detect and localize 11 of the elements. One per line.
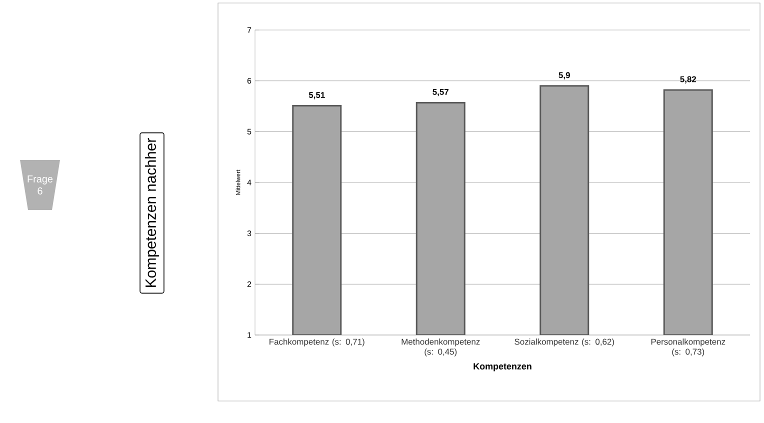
data-label: 5,82	[680, 76, 696, 84]
x-tick-label: Fachkompetenz (s: 0,71)	[270, 338, 364, 346]
data-label: 5,9	[558, 72, 570, 80]
data-label: 5,57	[432, 89, 448, 96]
x-axis-title: Kompetenzen	[474, 363, 532, 372]
data-label: 5,51	[308, 92, 325, 100]
x-tick-label: Sozialkompetenz (s: 0,62)	[514, 338, 614, 346]
text: Kompetenzen nachher	[145, 138, 159, 287]
x-tick-label: Personalkompetenz (s: 0,73)	[651, 338, 726, 356]
x-tick-label: Methodenkompetenz (s: 0,45)	[402, 338, 480, 356]
text: Frage 6	[28, 176, 53, 194]
